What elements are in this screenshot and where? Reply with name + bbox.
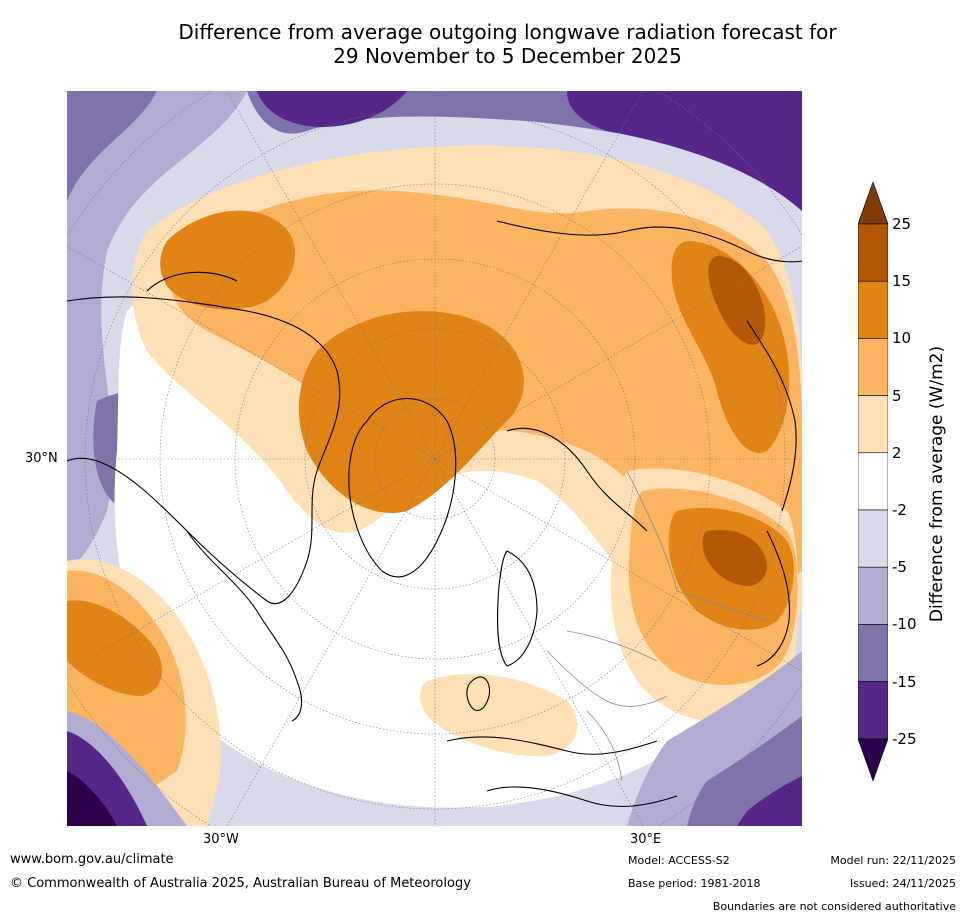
footer-copyright: © Commonwealth of Australia 2025, Austra… bbox=[10, 876, 471, 891]
footer-model: Model: ACCESS-S2 bbox=[628, 854, 730, 867]
colorbar-tick-label: -2 bbox=[892, 501, 907, 519]
pos-15-25-region-e bbox=[702, 529, 767, 586]
neg-10-15-region-nw bbox=[67, 91, 157, 201]
map-canvas bbox=[67, 91, 802, 826]
colorbar-tick-label: -10 bbox=[892, 615, 917, 634]
pos-10-15-region-arctic bbox=[298, 311, 524, 513]
pos-10-15-region-sw bbox=[67, 600, 162, 696]
coastlines bbox=[67, 220, 802, 807]
colorbar-tick-label: -15 bbox=[892, 672, 917, 691]
colorbar-bin-0 bbox=[858, 223, 888, 282]
chart-title: Difference from average outgoing longwav… bbox=[60, 20, 955, 68]
neg-15-25-region-se bbox=[737, 776, 802, 826]
colorbar-bin-1 bbox=[858, 280, 888, 339]
colorbar-bin-3 bbox=[858, 395, 888, 454]
colorbar-bin-5 bbox=[858, 509, 888, 568]
title-line-1: Difference from average outgoing longwav… bbox=[178, 20, 837, 44]
neg-15-25-region-ne bbox=[567, 91, 802, 211]
colorbar-under-arrow bbox=[858, 738, 888, 782]
footer-boundaries-note: Boundaries are not considered authoritat… bbox=[712, 900, 956, 913]
pos-2-5-region-med bbox=[420, 673, 578, 757]
neg-15-25-region-n bbox=[257, 91, 407, 127]
neg-lt-25-region-sw-corner bbox=[67, 771, 117, 826]
colorbar-bin-6 bbox=[858, 566, 888, 625]
longitude-label-30w: 30°W bbox=[203, 832, 239, 847]
colorbar-over-arrow bbox=[858, 182, 888, 225]
colorbar-bin-4 bbox=[858, 452, 888, 511]
title-line-2: 29 November to 5 December 2025 bbox=[333, 44, 682, 68]
colorbar-tick-label: 25 bbox=[892, 215, 912, 233]
footer-base-period: Base period: 1981-2018 bbox=[628, 877, 761, 890]
pos-15-25-region-ne bbox=[708, 256, 766, 345]
colorbar-tick-label: 10 bbox=[892, 329, 912, 348]
colorbar-tick-label: -5 bbox=[892, 558, 907, 577]
colorbar-tick-label: 15 bbox=[892, 272, 912, 291]
footer-url[interactable]: www.bom.gov.au/climate bbox=[10, 852, 174, 867]
footer-model-run: Model run: 22/11/2025 bbox=[830, 854, 956, 867]
colorbar-bin-2 bbox=[858, 338, 888, 396]
colorbar-graphic bbox=[858, 182, 888, 782]
longitude-label-30e: 30°E bbox=[630, 832, 662, 847]
latitude-label-30n: 30°N bbox=[25, 451, 58, 466]
pos-10-15-region-ne bbox=[671, 241, 790, 453]
colorbar-bin-8 bbox=[858, 681, 888, 740]
colorbar-tick-label: 2 bbox=[892, 443, 902, 462]
country-borders bbox=[546, 470, 768, 782]
colorbar-title: Difference from average (W/m2) bbox=[927, 345, 947, 623]
pos-10-15-region-nw bbox=[160, 210, 296, 310]
colorbar-bin-7 bbox=[858, 624, 888, 682]
footer-issued: Issued: 24/11/2025 bbox=[849, 877, 956, 890]
polar-map[interactable] bbox=[67, 91, 802, 826]
colorbar-tick-label: 5 bbox=[892, 386, 902, 405]
colorbar bbox=[858, 182, 888, 782]
graticule bbox=[67, 91, 802, 826]
colorbar-tick-label: -25 bbox=[892, 729, 917, 748]
